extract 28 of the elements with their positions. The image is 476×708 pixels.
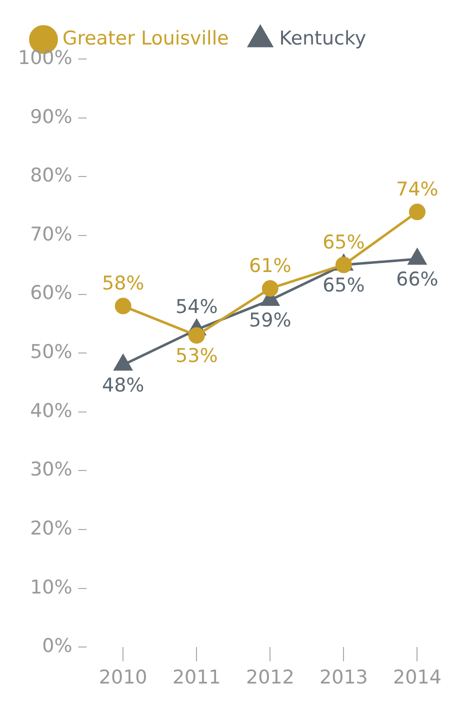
y-tick-label: 0%	[42, 635, 72, 658]
data-label: 59%	[249, 310, 292, 332]
y-tick-label: 50%	[30, 341, 72, 364]
y-tick-label: 70%	[30, 223, 72, 246]
legend-label: Kentucky	[279, 27, 366, 50]
data-label: 53%	[176, 344, 218, 367]
y-tick-label: 40%	[30, 400, 72, 422]
y-tick-label: 90%	[30, 106, 72, 128]
y-tick-label: 60%	[30, 282, 72, 304]
data-label: 74%	[396, 178, 438, 200]
data-label: 48%	[102, 374, 144, 396]
legend-label: Greater Louisville	[62, 27, 229, 50]
data-label: 66%	[396, 268, 438, 290]
data-label: 65%	[322, 274, 365, 296]
x-tick-label: 2014	[393, 666, 442, 689]
data-label: 61%	[249, 254, 292, 277]
x-tick-label: 2013	[320, 666, 368, 689]
x-tick-label: 2010	[98, 666, 148, 689]
x-tick-label: 2012	[246, 666, 294, 689]
y-tick-label: 20%	[30, 517, 72, 540]
data-label: 65%	[322, 231, 365, 254]
y-tick-label: 100%	[18, 46, 72, 69]
data-label: 54%	[176, 296, 218, 318]
y-tick-label: 30%	[30, 458, 72, 481]
y-tick-label: 10%	[30, 576, 72, 598]
data-label: 58%	[102, 272, 144, 294]
x-tick-label: 2011	[172, 666, 221, 689]
y-tick-label: 80%	[30, 164, 72, 187]
